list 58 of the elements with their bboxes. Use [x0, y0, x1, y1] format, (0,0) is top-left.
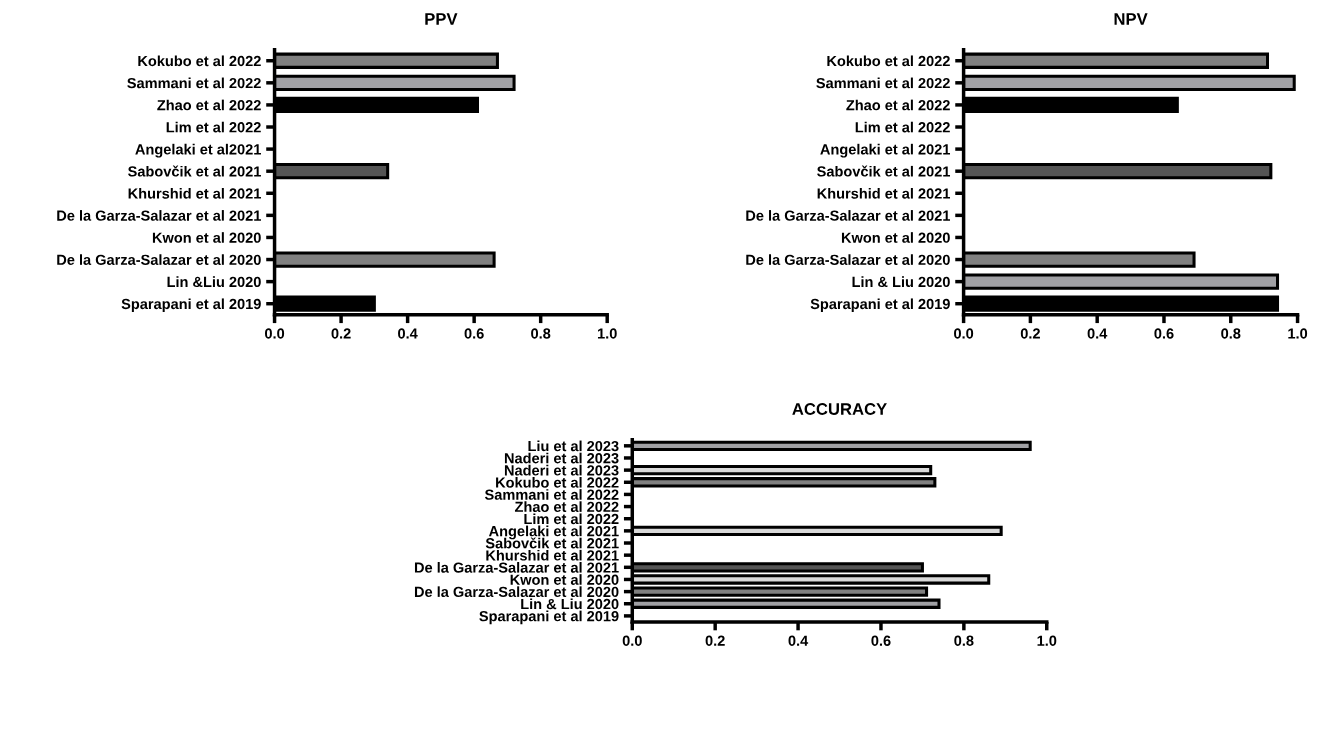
y-tick-label: Kokubo et al 2022 — [138, 55, 261, 67]
x-tick-label: 0.2 — [705, 635, 725, 646]
y-tick-label: Lim et al 2022 — [524, 513, 619, 525]
y-tick-label: Liu et al 2023 — [528, 440, 619, 452]
y-tick-label: Naderi et al 2023 — [504, 464, 619, 476]
y-tick-label: De la Garza-Salazar et al 2020 — [746, 254, 950, 265]
y-tick-label: De la Garza-Salazar et al 2021 — [57, 210, 261, 221]
y-tick-label: Zhao et al 2022 — [846, 99, 950, 111]
x-tick-label: 1.0 — [1288, 328, 1308, 339]
y-tick-label: Sparapani et al 2019 — [121, 298, 261, 313]
x-tick-label: 0.6 — [464, 328, 484, 339]
y-tick-label: Angelaki et al2021 — [135, 143, 261, 158]
x-tick-label: 0.0 — [954, 328, 974, 339]
y-tick-label: Lin & Liu 2020 — [521, 598, 619, 610]
y-tick-label: Sammani et al 2022 — [127, 77, 261, 89]
y-tick-label: Sabovčik et al 2021 — [128, 165, 261, 177]
x-tick-label: 0.6 — [871, 635, 891, 646]
y-tick-label: De la Garza-Salazar et al 2021 — [746, 210, 951, 221]
y-tick-label: Sammani et al 2022 — [484, 489, 619, 500]
x-tick-label: 0.2 — [1020, 328, 1040, 339]
y-tick-label: Naderi et al 2023 — [504, 452, 619, 464]
y-tick-label: Kwon et al 2020 — [841, 232, 950, 243]
y-tick-label: Sammani et al 2022 — [816, 77, 950, 89]
x-tick-label: 0.8 — [954, 635, 974, 646]
x-tick-label: 0.8 — [531, 328, 551, 339]
chart-title: ACCURACY — [792, 403, 887, 415]
y-tick-label: Sparapani et al 2019 — [810, 298, 950, 313]
y-tick-label: Khurshid et al 2021 — [817, 187, 951, 199]
y-tick-label: Lin &Liu 2020 — [167, 276, 261, 288]
y-tick-label: Khurshid et al 2021 — [128, 187, 261, 199]
y-tick-label: Sabovčik et al 2021 — [817, 165, 951, 177]
x-tick-label: 0.2 — [331, 328, 351, 339]
y-tick-label: Angelaki et al 2021 — [820, 143, 951, 158]
x-tick-label: 0.4 — [1087, 328, 1108, 339]
y-tick-label: De la Garza-Salazar et al 2020 — [414, 586, 619, 598]
y-tick-label: De la Garza-Salazar et al 2021 — [414, 562, 619, 573]
y-tick-label: Kokubo et al 2022 — [496, 476, 619, 488]
x-tick-label: 0.0 — [265, 328, 285, 339]
y-tick-label: Sparapani et al 2019 — [479, 610, 619, 625]
y-tick-label: Kwon et al 2020 — [152, 232, 261, 243]
x-tick-label: 0.4 — [788, 635, 809, 646]
x-tick-label: 0.6 — [1154, 328, 1174, 339]
x-tick-label: 1.0 — [597, 328, 617, 339]
x-tick-label: 0.8 — [1221, 328, 1241, 339]
x-tick-label: 0.4 — [398, 328, 418, 339]
y-tick-label: Lin & Liu 2020 — [852, 276, 950, 288]
y-tick-label: Kokubo et al 2022 — [827, 55, 950, 67]
y-tick-label: Zhao et al 2022 — [514, 501, 619, 512]
y-tick-label: Lim et al 2022 — [166, 121, 261, 133]
chart-title: NPV — [1114, 13, 1148, 25]
y-tick-label: Khurshid et al 2021 — [486, 549, 619, 561]
y-tick-label: De la Garza-Salazar et al 2020 — [57, 254, 261, 265]
y-tick-label: Lim et al 2022 — [855, 121, 950, 133]
x-tick-label: 1.0 — [1037, 635, 1057, 646]
chart-title: PPV — [425, 13, 458, 25]
y-tick-label: Kwon et al 2020 — [510, 574, 619, 585]
y-tick-label: Zhao et al 2022 — [157, 99, 261, 111]
x-tick-label: 0.0 — [622, 635, 642, 646]
